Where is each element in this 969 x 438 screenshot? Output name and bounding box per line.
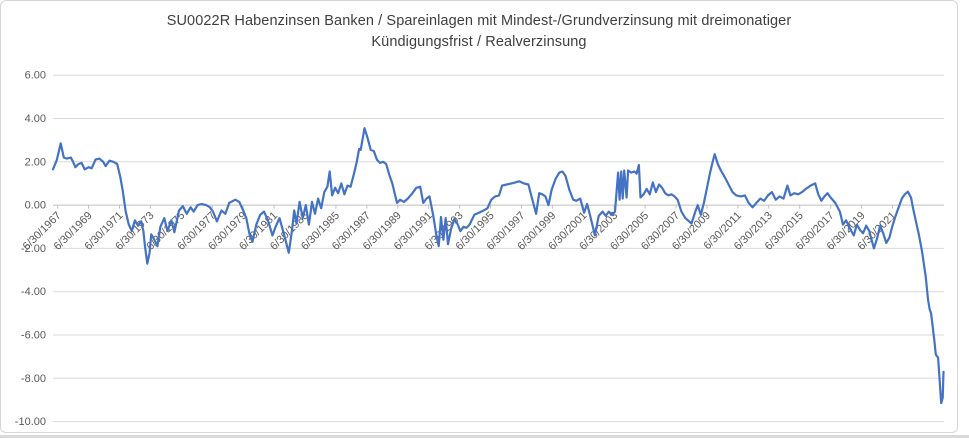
y-axis-label: -2.00 <box>21 243 46 255</box>
y-axis-label: 0.00 <box>25 200 46 212</box>
y-axis-label: 6.00 <box>25 70 46 82</box>
data-series-line <box>51 127 945 405</box>
y-axis-label: -6.00 <box>21 330 46 342</box>
chart-title: SU0022R Habenzinsen Banken / Spareinlage… <box>1 11 957 53</box>
y-axis-label: -4.00 <box>21 286 46 298</box>
chart-title-line2: Kündigungsfrist / Realverzinsung <box>371 34 587 50</box>
y-axis-label: -10.00 <box>15 416 46 428</box>
y-axis-label: 4.00 <box>25 113 46 125</box>
chart-title-line1: SU0022R Habenzinsen Banken / Spareinlage… <box>166 13 792 29</box>
chart-frame: SU0022R Habenzinsen Banken / Spareinlage… <box>0 0 958 433</box>
bottom-edge-line <box>0 435 969 438</box>
y-axis-label: -8.00 <box>21 373 46 385</box>
y-axis-label: 2.00 <box>25 156 46 168</box>
line-chart-plot-area: 6.00 4.00 2.00 0.00 -2.00 -4.00 -6.00 -8.00 -10.… <box>15 70 945 428</box>
